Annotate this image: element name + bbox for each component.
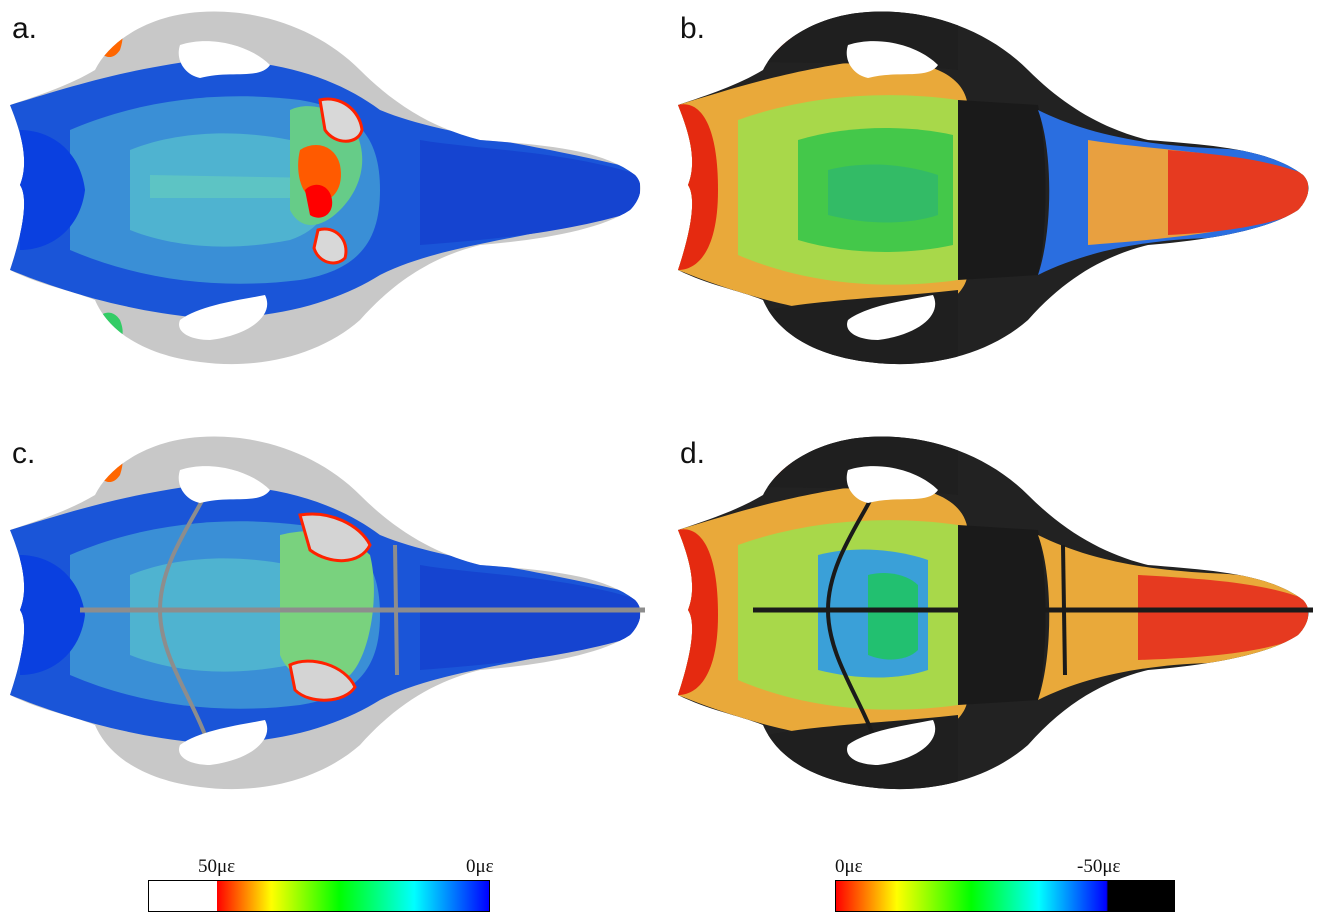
legend-color-bar [148,880,490,912]
panel-d: d. [668,425,1318,805]
legend-high-label: 0με [835,856,863,877]
panel-label: b. [680,12,706,45]
skull-strain-map-a [10,11,641,365]
skull-strain-map-c [10,436,645,790]
skull-strain-map-b [678,11,1309,365]
legend-low-label: 0με [466,856,494,877]
panel-label: c. [12,437,36,470]
skull-strain-map-d [678,436,1313,790]
legend-color-bar [835,880,1175,912]
legend-low-label: -50με [1077,856,1121,877]
panel-a: a. [0,0,650,380]
panel-b: b. [668,0,1318,380]
panel-label: d. [680,437,706,470]
legend-compression: 0με -50με [835,856,1180,916]
panel-c: c. [0,425,650,805]
legend-tension: 50με 0με [148,856,494,916]
panel-label: a. [12,12,38,45]
legend-high-label: 50με [198,856,236,877]
